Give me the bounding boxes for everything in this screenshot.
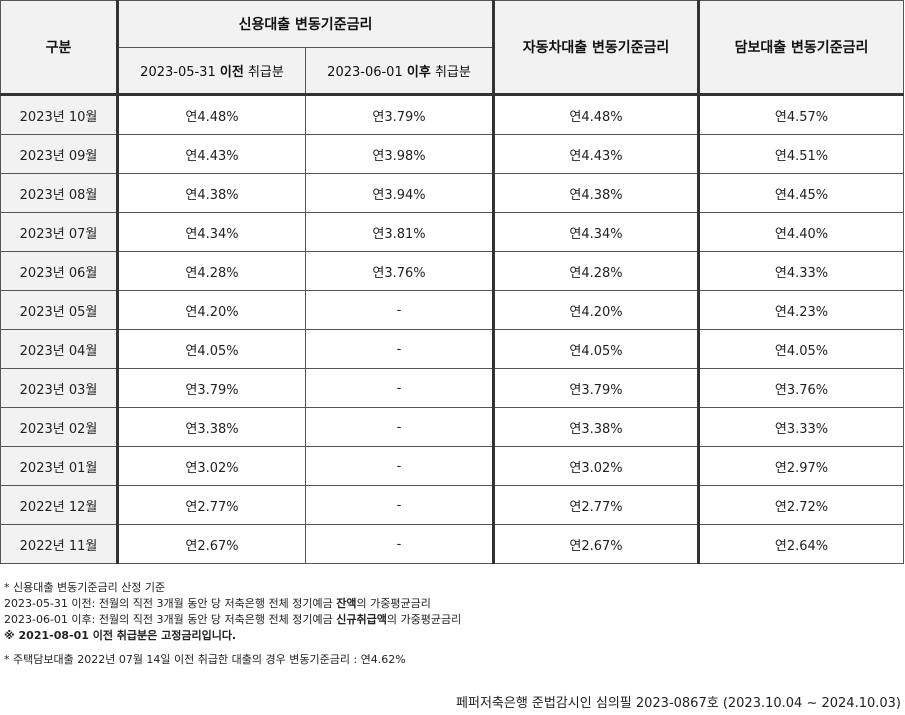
month-cell: 2022년 12월 (0, 485, 119, 525)
month-cell: 2023년 08월 (0, 173, 119, 213)
secured-rate-cell: 연4.05% (698, 329, 904, 369)
table-row: 2023년 07월 연4.34% 연3.81% 연4.34% 연4.40% (0, 212, 904, 252)
table-row: 2023년 10월 연4.48% 연3.79% 연4.48% 연4.57% (0, 94, 904, 135)
secured-rate-cell: 연4.51% (698, 134, 904, 174)
after-word: 이후 (406, 65, 431, 80)
note-line-5: * 주택담보대출 2022년 07월 14일 이전 취급한 대출의 경우 변동기… (4, 653, 406, 666)
month-cell: 2023년 01월 (0, 446, 119, 486)
month-cell: 2023년 02월 (0, 407, 119, 447)
before-rate-cell: 연4.20% (117, 290, 306, 330)
after-rate-cell: 연3.98% (305, 134, 495, 174)
secured-rate-cell: 연4.45% (698, 173, 904, 213)
month-cell: 2023년 03월 (0, 368, 119, 408)
before-header: 2023-05-31 이전 취급분 (117, 47, 306, 96)
after-rate-cell: - (305, 329, 495, 369)
after-date: 2023-06-01 (327, 65, 403, 80)
note-line-3-bold: 신규취급액 (336, 613, 387, 626)
before-date: 2023-05-31 (140, 65, 216, 80)
after-rate-cell: - (305, 368, 495, 408)
note-line-3-suffix: 의 가중평균금리 (386, 613, 462, 626)
approval-footer: 페퍼저축은행 준법감시인 심의필 2023-0867호 (2023.10.04 … (456, 696, 901, 711)
month-cell: 2022년 11월 (0, 524, 119, 564)
auto-rate-cell: 연2.67% (493, 524, 700, 564)
after-rate-cell: - (305, 524, 495, 564)
table-row: 2023년 06월 연4.28% 연3.76% 연4.28% 연4.33% (0, 251, 904, 291)
secured-rate-cell: 연2.64% (698, 524, 904, 564)
table-row: 2023년 08월 연4.38% 연3.94% 연4.38% 연4.45% (0, 173, 904, 213)
auto-rate-cell: 연3.02% (493, 446, 700, 486)
note-line-3-prefix: 2023-06-01 이후: 전월의 직전 3개월 동안 당 저축은행 전체 정… (4, 613, 337, 626)
table-row: 2023년 03월 연3.79% - 연3.79% 연3.76% (0, 368, 904, 408)
table-row: 2023년 02월 연3.38% - 연3.38% 연3.33% (0, 407, 904, 447)
auto-rate-cell: 연4.43% (493, 134, 700, 174)
before-rate-cell: 연4.43% (117, 134, 306, 174)
secured-rate-cell: 연2.72% (698, 485, 904, 525)
after-rate-cell: - (305, 407, 495, 447)
table-row: 2023년 09월 연4.43% 연3.98% 연4.43% 연4.51% (0, 134, 904, 174)
note-line-2-prefix: 2023-05-31 이전: 전월의 직전 3개월 동안 당 저축은행 전체 정… (4, 597, 337, 610)
table-row: 2023년 04월 연4.05% - 연4.05% 연4.05% (0, 329, 904, 369)
secured-rate-cell: 연4.57% (698, 94, 904, 135)
before-rate-cell: 연3.38% (117, 407, 306, 447)
secured-rate-cell: 연2.97% (698, 446, 904, 486)
after-rate-cell: - (305, 485, 495, 525)
before-rate-cell: 연2.67% (117, 524, 306, 564)
notes: * 신용대출 변동기준금리 산정 기준 2023-05-31 이전: 전월의 직… (4, 580, 461, 668)
after-rate-cell: 연3.94% (305, 173, 495, 213)
note-line-4: ※ 2021-08-01 이전 취급분은 고정금리입니다. (4, 629, 237, 642)
table-row: 2023년 01월 연3.02% - 연3.02% 연2.97% (0, 446, 904, 486)
month-cell: 2023년 10월 (0, 94, 119, 135)
month-cell: 2023년 06월 (0, 251, 119, 291)
table-row: 2022년 11월 연2.67% - 연2.67% 연2.64% (0, 524, 904, 564)
before-word: 이전 (219, 65, 244, 80)
rate-table: 구분 신용대출 변동기준금리 자동차대출 변동기준금리 담보대출 변동기준금리 … (0, 0, 904, 564)
note-line-1: * 신용대출 변동기준금리 산정 기준 (4, 581, 166, 594)
auto-rate-cell: 연3.79% (493, 368, 700, 408)
secured-rate-cell: 연4.23% (698, 290, 904, 330)
note-line-2: 2023-05-31 이전: 전월의 직전 3개월 동안 당 저축은행 전체 정… (4, 596, 461, 612)
before-rate-cell: 연4.34% (117, 212, 306, 252)
before-rate-cell: 연4.38% (117, 173, 306, 213)
after-rate-cell: - (305, 290, 495, 330)
secured-loan-header: 담보대출 변동기준금리 (698, 0, 904, 96)
auto-rate-cell: 연4.34% (493, 212, 700, 252)
note-line-3: 2023-06-01 이후: 전월의 직전 3개월 동안 당 저축은행 전체 정… (4, 612, 461, 628)
table-row: 2023년 05월 연4.20% - 연4.20% 연4.23% (0, 290, 904, 330)
before-rate-cell: 연3.02% (117, 446, 306, 486)
month-cell: 2023년 05월 (0, 290, 119, 330)
auto-rate-cell: 연3.38% (493, 407, 700, 447)
auto-rate-cell: 연4.48% (493, 94, 700, 135)
before-rate-cell: 연3.79% (117, 368, 306, 408)
note-line-2-bold: 잔액 (336, 597, 357, 610)
auto-rate-cell: 연4.20% (493, 290, 700, 330)
after-header: 2023-06-01 이후 취급분 (305, 47, 495, 96)
month-cell: 2023년 09월 (0, 134, 119, 174)
auto-rate-cell: 연4.38% (493, 173, 700, 213)
after-suffix: 취급분 (434, 65, 471, 80)
month-cell: 2023년 04월 (0, 329, 119, 369)
before-suffix: 취급분 (247, 65, 284, 80)
before-rate-cell: 연4.48% (117, 94, 306, 135)
table-row: 2022년 12월 연2.77% - 연2.77% 연2.72% (0, 485, 904, 525)
secured-rate-cell: 연3.33% (698, 407, 904, 447)
before-rate-cell: 연4.28% (117, 251, 306, 291)
category-header: 구분 (0, 0, 119, 96)
credit-loan-header: 신용대출 변동기준금리 (117, 0, 495, 48)
before-rate-cell: 연2.77% (117, 485, 306, 525)
auto-loan-header: 자동차대출 변동기준금리 (493, 0, 700, 96)
after-rate-cell: 연3.81% (305, 212, 495, 252)
after-rate-cell: 연3.76% (305, 251, 495, 291)
auto-rate-cell: 연4.05% (493, 329, 700, 369)
after-rate-cell: - (305, 446, 495, 486)
after-rate-cell: 연3.79% (305, 94, 495, 135)
auto-rate-cell: 연2.77% (493, 485, 700, 525)
secured-rate-cell: 연4.40% (698, 212, 904, 252)
secured-rate-cell: 연3.76% (698, 368, 904, 408)
note-line-2-suffix: 의 가중평균금리 (356, 597, 431, 610)
before-rate-cell: 연4.05% (117, 329, 306, 369)
secured-rate-cell: 연4.33% (698, 251, 904, 291)
rate-table-body: 2023년 10월 연4.48% 연3.79% 연4.48% 연4.57% 2023년 0… (0, 94, 904, 564)
auto-rate-cell: 연4.28% (493, 251, 700, 291)
month-cell: 2023년 07월 (0, 212, 119, 252)
